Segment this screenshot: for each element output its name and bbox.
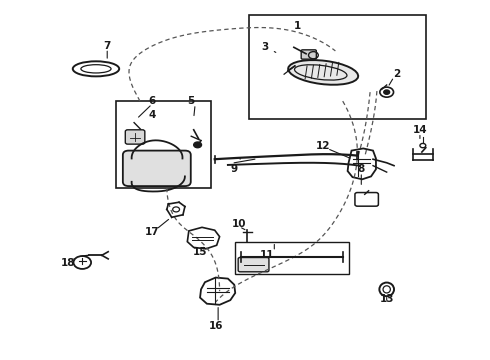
Text: 15: 15 — [193, 247, 207, 257]
FancyBboxPatch shape — [301, 50, 317, 59]
FancyBboxPatch shape — [125, 130, 145, 144]
Text: 3: 3 — [261, 42, 268, 52]
FancyBboxPatch shape — [123, 150, 191, 186]
Circle shape — [194, 142, 201, 148]
FancyBboxPatch shape — [238, 257, 269, 272]
Bar — [235, 242, 348, 274]
Bar — [249, 15, 426, 119]
Ellipse shape — [288, 60, 358, 85]
Text: 6: 6 — [148, 96, 156, 106]
Text: 10: 10 — [232, 219, 246, 229]
Text: 1: 1 — [294, 21, 301, 31]
Text: 14: 14 — [413, 125, 427, 135]
Text: 2: 2 — [393, 69, 400, 79]
Text: 5: 5 — [188, 96, 195, 106]
Text: 16: 16 — [208, 321, 223, 331]
Text: 7: 7 — [103, 41, 111, 50]
Text: 12: 12 — [316, 141, 330, 151]
Text: 17: 17 — [145, 227, 159, 237]
Text: 4: 4 — [148, 111, 156, 121]
Text: 11: 11 — [260, 250, 274, 260]
Text: 13: 13 — [379, 294, 394, 304]
Circle shape — [384, 90, 390, 94]
Bar — [116, 101, 211, 188]
Text: 18: 18 — [61, 258, 75, 268]
Text: 9: 9 — [231, 164, 238, 174]
Text: 8: 8 — [358, 164, 365, 174]
